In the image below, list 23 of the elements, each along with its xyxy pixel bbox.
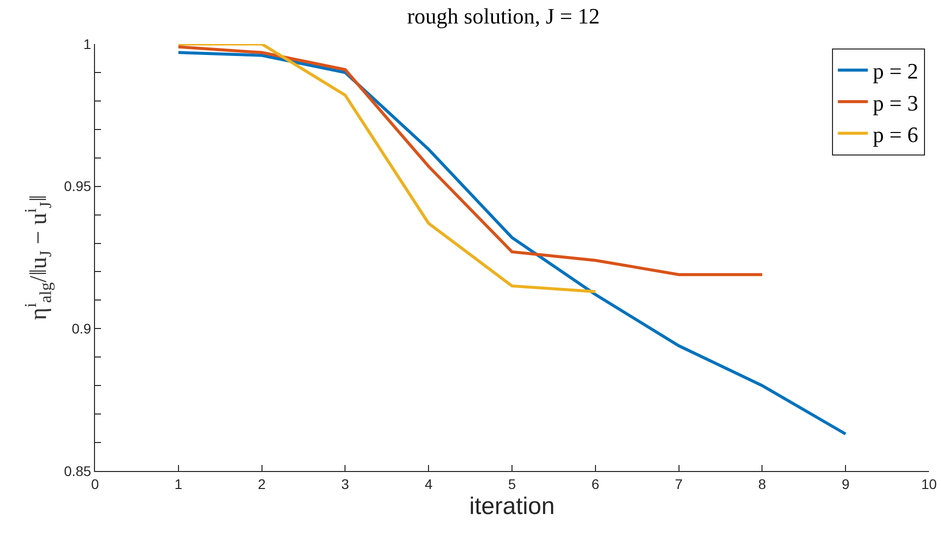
y-tick-label: 0.85 [64, 462, 92, 479]
y-tick-label: 0.95 [64, 178, 92, 194]
line-series [176, 45, 764, 276]
x-tick-label: 10 [921, 476, 937, 492]
x-tick-label: 0 [91, 476, 100, 492]
x-axis-title: iteration [469, 493, 555, 520]
y-tick-label: 0.9 [72, 320, 92, 337]
x-tick-label: 6 [592, 476, 600, 492]
legend-label: p = 3 [872, 90, 918, 116]
x-tick-label: 3 [341, 476, 350, 492]
x-tick-label: 4 [424, 476, 433, 492]
y-tick-label: 1 [83, 36, 92, 52]
line-series [176, 51, 848, 436]
x-tick-label: 1 [174, 476, 182, 492]
x-tick-label: 7 [674, 476, 683, 492]
x-tick-label: 8 [758, 476, 766, 492]
x-tick-label: 2 [258, 476, 266, 492]
line-series [176, 44, 597, 294]
x-tick-label: 9 [842, 476, 850, 492]
legend-label: p = 2 [872, 58, 918, 84]
chart-title: rough solution, J = 12 [407, 3, 600, 28]
legend-label: p = 6 [872, 122, 918, 147]
x-tick-label: 5 [508, 476, 516, 492]
